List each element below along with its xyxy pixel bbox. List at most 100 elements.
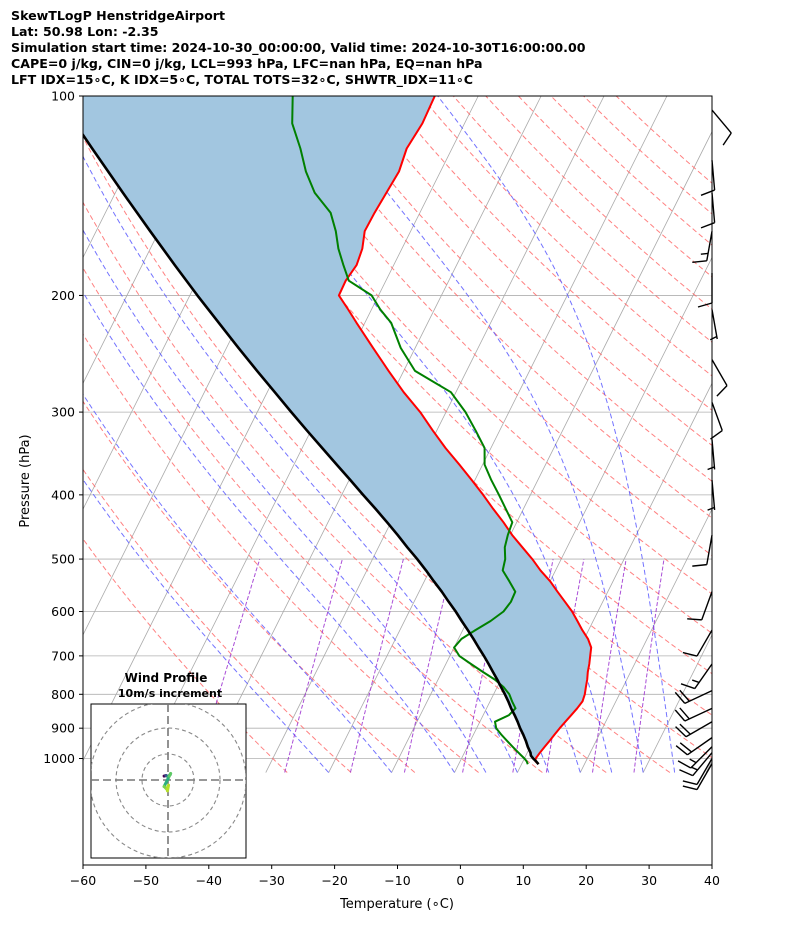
barb-staff xyxy=(684,690,713,704)
wind-barb xyxy=(680,663,713,690)
x-tick-label: −40 xyxy=(196,873,222,888)
barb-flag xyxy=(679,689,690,702)
barb-flag xyxy=(716,385,728,397)
y-tick-label: 700 xyxy=(51,648,75,663)
y-tick-label: 1000 xyxy=(43,751,75,766)
wind-barb xyxy=(710,402,723,440)
barb-flag xyxy=(677,760,692,769)
barb-flag xyxy=(697,302,713,308)
y-tick-label: 400 xyxy=(51,487,75,502)
y-tick-label: 900 xyxy=(51,721,75,736)
dry-adiabat xyxy=(83,136,671,773)
y-tick-label: 100 xyxy=(51,89,75,104)
inset-title: Wind Profile xyxy=(125,671,208,685)
barb-flag xyxy=(680,683,696,690)
barb-staff xyxy=(706,231,713,261)
barb-half-flag xyxy=(700,252,709,255)
location-line: Lat: 50.98 Lon: -2.35 xyxy=(11,24,159,39)
isotherm--100 xyxy=(83,96,165,259)
x-tick-label: −30 xyxy=(259,873,285,888)
wind-barb xyxy=(700,160,716,196)
barb-flag xyxy=(679,742,692,753)
wind-barb xyxy=(677,746,713,769)
x-axis-label: Temperature (∘C) xyxy=(339,897,454,912)
dry-adiabat xyxy=(192,96,712,634)
y-tick-label: 500 xyxy=(51,552,75,567)
barb-flag xyxy=(687,618,702,621)
wind-barb xyxy=(697,273,713,308)
barb-flag xyxy=(675,745,688,756)
cape-cin-shading xyxy=(83,96,592,765)
dry-adiabat xyxy=(387,96,712,411)
wind-barb xyxy=(711,359,728,397)
dry-adiabat xyxy=(322,96,712,482)
parcel-line xyxy=(83,132,540,766)
barb-flag xyxy=(692,563,707,567)
chart-title: SkewTLogP HenstridgeAirport xyxy=(11,8,226,23)
wind-barb xyxy=(707,439,716,471)
barb-flag xyxy=(682,651,698,657)
x-tick-label: −10 xyxy=(384,873,410,888)
barb-staff xyxy=(696,758,713,785)
y-tick-label: 300 xyxy=(51,405,75,420)
moist-adiabat xyxy=(83,291,455,773)
barb-staff xyxy=(706,534,713,565)
x-tick-label: 30 xyxy=(641,873,657,888)
dry-adiabat xyxy=(83,468,352,773)
x-tick-label: 0 xyxy=(456,873,464,888)
wind-barb xyxy=(711,109,732,146)
barb-staff xyxy=(711,480,716,511)
indices-line: LFT IDX=15∘C, K IDX=5∘C, TOTAL TOTS=32∘C… xyxy=(11,72,473,87)
wind-barb xyxy=(709,309,718,341)
barb-flag xyxy=(722,132,732,146)
wind-barb xyxy=(682,763,713,791)
y-axis-label: Pressure (hPa) xyxy=(18,434,33,527)
barb-staff xyxy=(711,309,718,340)
axes: −60 −50 −40 −30 −20 −10 0 10 20 30 40 100 200 300 400 5… xyxy=(43,89,720,889)
barb-flag xyxy=(700,189,715,196)
dry-adiabat xyxy=(355,96,712,446)
barb-flag xyxy=(682,785,698,791)
barb-flag xyxy=(675,726,687,738)
hodograph-segment xyxy=(165,783,171,793)
wind-barb xyxy=(675,721,713,738)
x-tick-label: 20 xyxy=(578,873,594,888)
barb-staff xyxy=(711,359,728,386)
dry-adiabat xyxy=(83,333,479,773)
isotherm-30 xyxy=(642,634,712,773)
barb-half-flag xyxy=(689,758,697,764)
barb-staff xyxy=(711,160,716,191)
barb-flag xyxy=(679,769,694,777)
x-tick-label: −60 xyxy=(70,873,96,888)
wind-barb xyxy=(674,707,713,722)
moist-adiabat xyxy=(314,96,644,773)
barb-staff xyxy=(696,763,713,790)
barb-half-flag xyxy=(707,506,715,511)
moist-adiabat xyxy=(83,478,330,773)
isotherm-40 xyxy=(705,759,712,773)
profile-lines xyxy=(83,96,593,766)
mixing-ratio-line xyxy=(545,559,585,773)
barb-flag xyxy=(682,780,698,786)
wind-barb xyxy=(687,591,713,621)
dry-adiabat xyxy=(83,400,416,773)
barb-staff xyxy=(692,752,713,777)
x-tick-label: 10 xyxy=(515,873,531,888)
isotherm--10 xyxy=(391,130,712,773)
barb-staff xyxy=(711,109,732,134)
x-tick-label: 40 xyxy=(704,873,720,888)
moist-adiabat xyxy=(83,229,487,773)
chart-header: SkewTLogP HenstridgeAirport Lat: 50.98 L… xyxy=(11,8,781,88)
isotherm--120 xyxy=(0,96,38,773)
wind-barb xyxy=(674,689,713,704)
wind-barb xyxy=(682,629,713,657)
mixing-ratio-line xyxy=(349,558,404,773)
time-line: Simulation start time: 2024-10-30_00:00:… xyxy=(11,40,586,55)
wind-barb xyxy=(692,231,713,263)
dewpoint-line xyxy=(291,96,529,765)
moist-adiabat xyxy=(83,155,518,773)
barb-flag xyxy=(674,709,686,722)
mixing-ratio-line xyxy=(592,559,627,773)
y-tick-label: 800 xyxy=(51,687,75,702)
barb-flag xyxy=(692,260,707,263)
